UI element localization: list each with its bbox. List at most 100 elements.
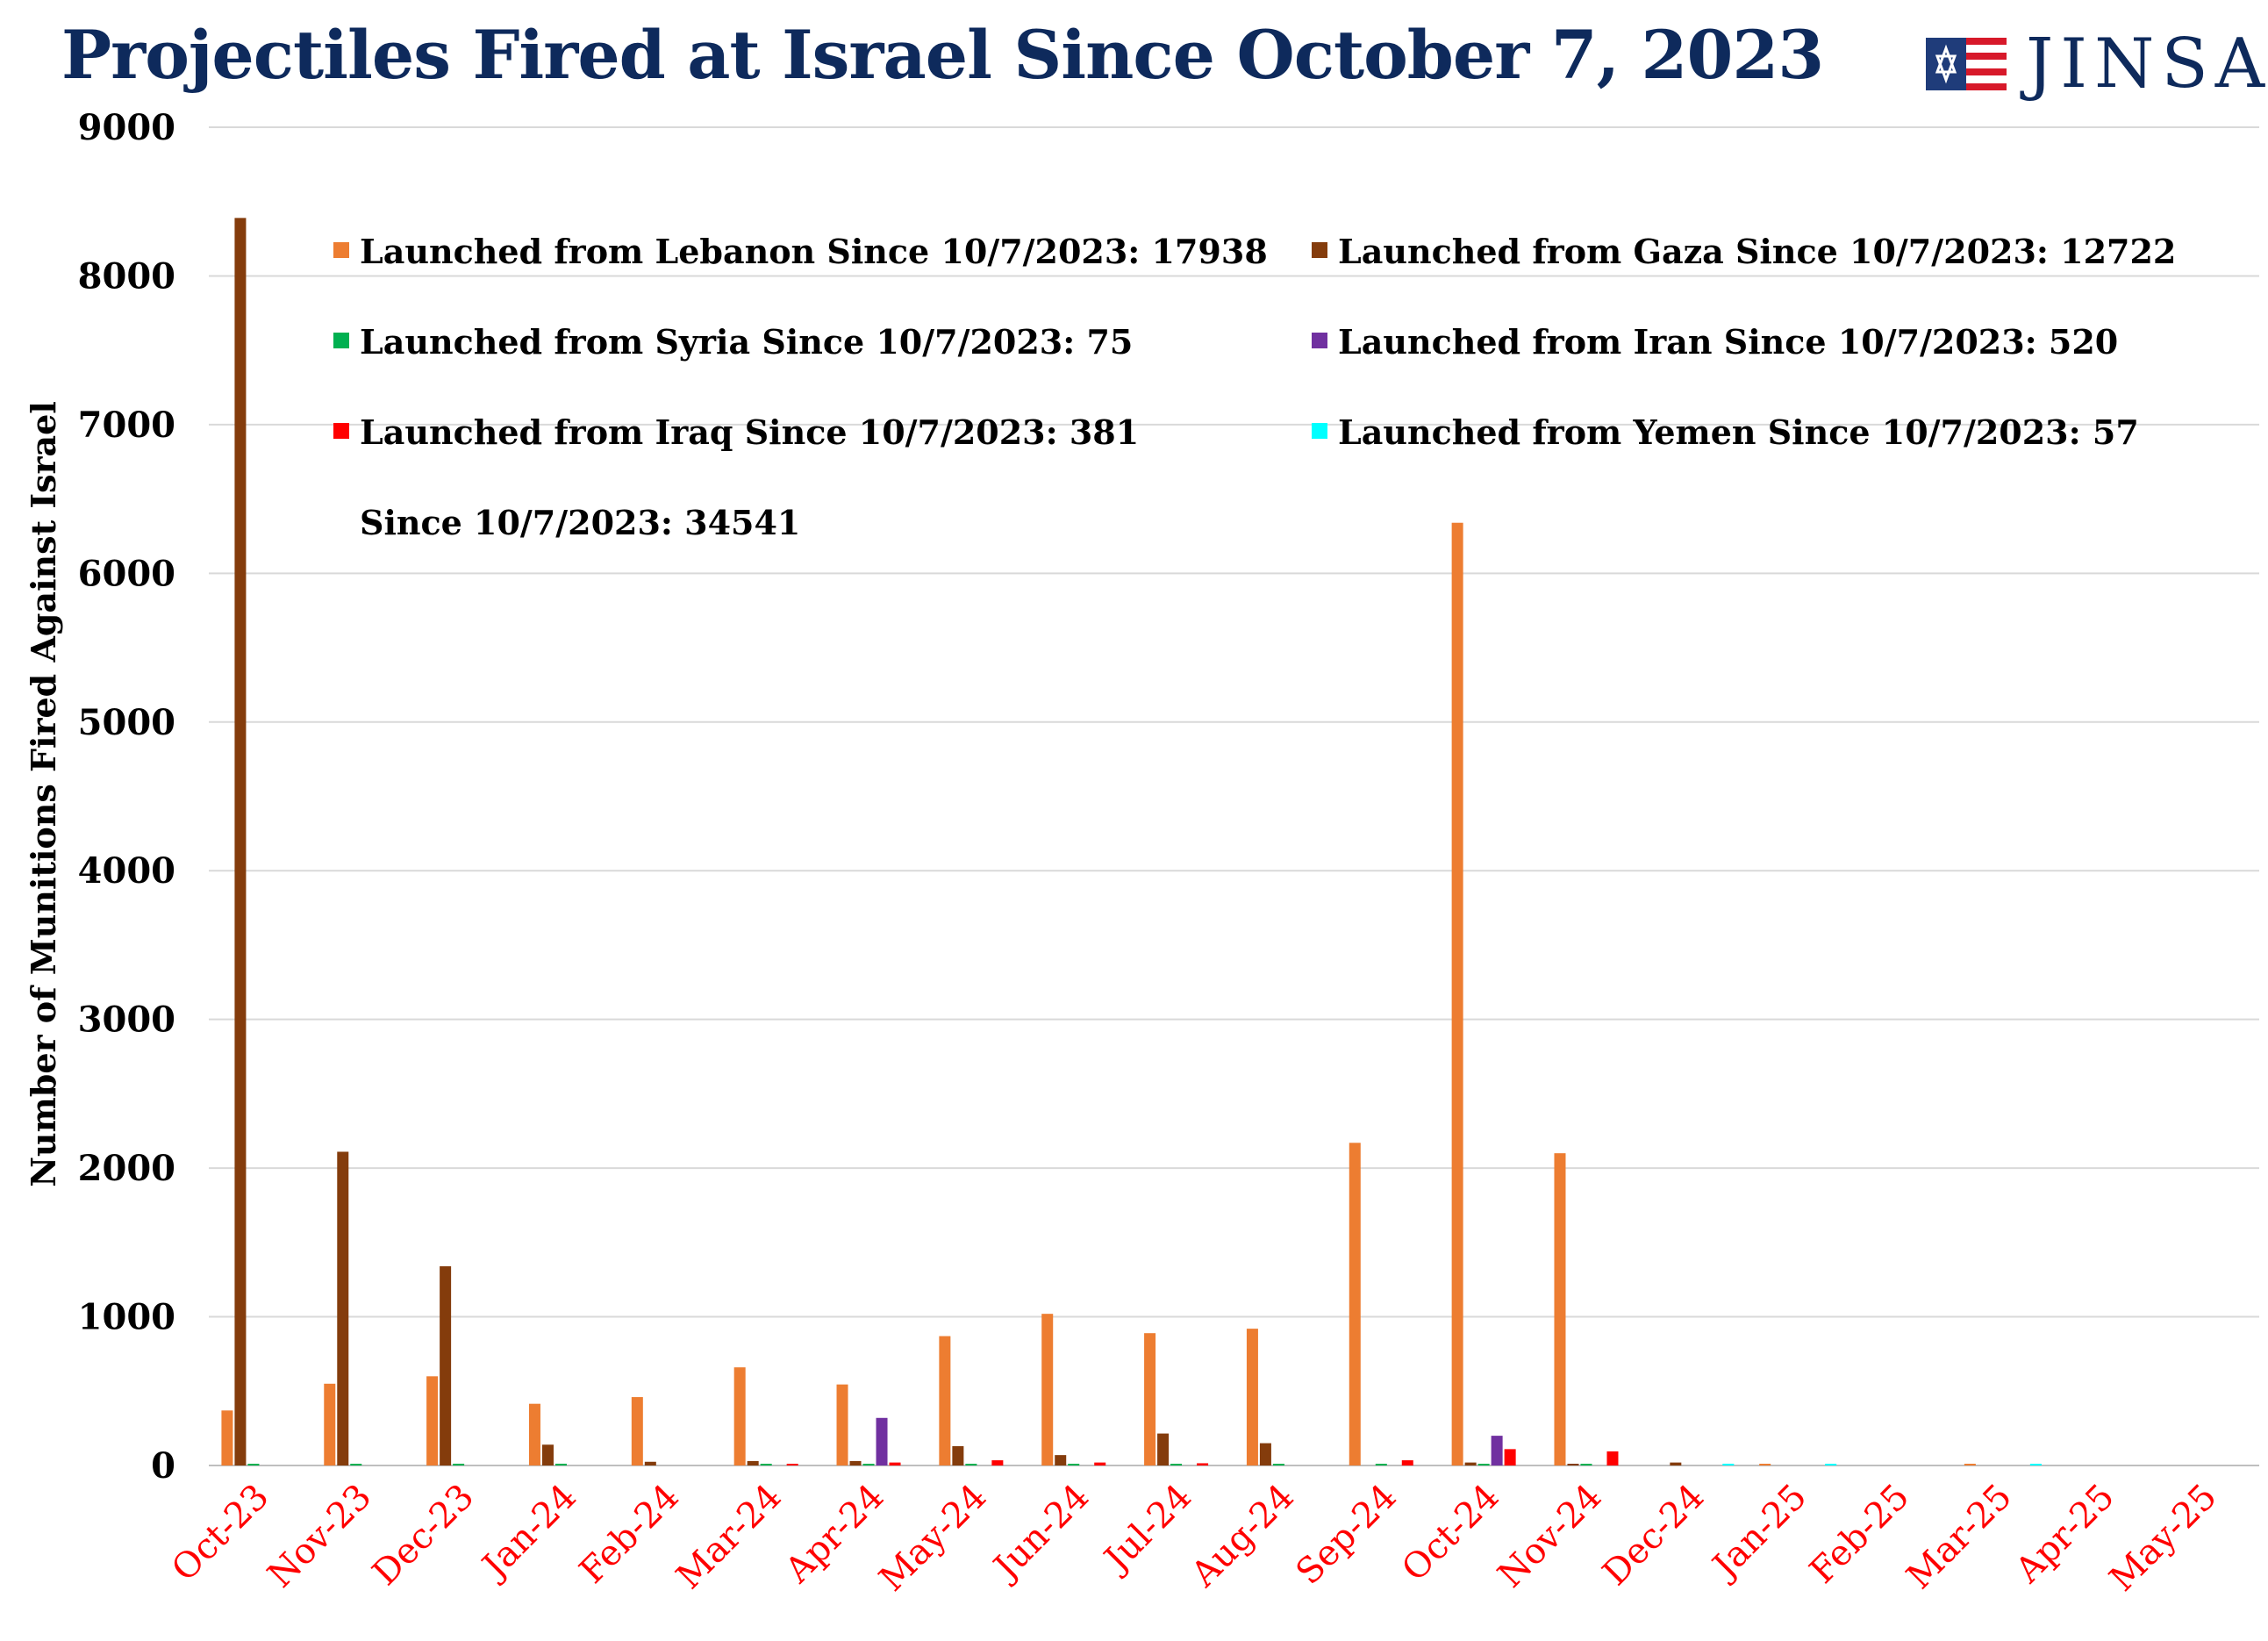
bar-lebanon [1451, 522, 1463, 1466]
x-tick-label: Sep-24 [1289, 1477, 1405, 1593]
legend-label-gaza: Launched from Gaza Since 10/7/2023: 1272… [1338, 232, 2176, 271]
bar-yemen [1722, 1463, 1735, 1465]
bar-iraq [786, 1464, 798, 1465]
y-axis-title: Number of Munitions Fired Against Israel [24, 401, 63, 1187]
x-tick-label: Jun-24 [984, 1477, 1098, 1590]
x-tick-label: Jan-25 [1703, 1477, 1814, 1588]
bar-lebanon [221, 1410, 233, 1465]
legend-label-yemen: Launched from Yemen Since 10/7/2023: 57 [1338, 412, 2139, 452]
x-tick-label: Aug-24 [1183, 1477, 1302, 1596]
x-tick-label: Mar-25 [1900, 1477, 2020, 1597]
bar-syria [1375, 1464, 1387, 1465]
legend-swatch-yemen [1312, 423, 1327, 439]
legend-label-iraq: Launched from Iraq Since 10/7/2023: 381 [360, 412, 1139, 452]
bar-lebanon [1349, 1143, 1361, 1465]
x-tick-label: Oct-23 [164, 1477, 276, 1589]
x-axis-ticks: Oct-23Nov-23Dec-23Jan-24Feb-24Mar-24Apr-… [164, 1477, 2225, 1600]
bar-iraq [1401, 1460, 1413, 1465]
bars [221, 218, 2042, 1466]
x-tick-label: Feb-25 [1802, 1477, 1917, 1592]
x-tick-label: Nov-24 [1491, 1477, 1610, 1596]
bar-iran [1491, 1436, 1503, 1465]
bar-lebanon [528, 1403, 540, 1465]
bar-lebanon [1759, 1464, 1771, 1465]
legend-swatch-lebanon [333, 242, 349, 258]
bar-gaza [747, 1460, 759, 1465]
x-tick-label: Nov-23 [261, 1477, 380, 1596]
x-tick-label: Oct-24 [1394, 1477, 1506, 1589]
logo-text: JINSA [2026, 25, 2268, 104]
bar-syria [1477, 1464, 1490, 1465]
bar-syria [1272, 1464, 1284, 1465]
legend-swatch-iraq [333, 423, 349, 439]
bar-syria [1068, 1464, 1080, 1465]
y-tick-label: 8000 [78, 255, 175, 297]
bar-gaza [952, 1445, 964, 1465]
legend: Launched from Lebanon Since 10/7/2023: 1… [333, 232, 2176, 542]
bar-syria [862, 1464, 875, 1465]
bar-gaza [644, 1461, 656, 1465]
bar-iraq [889, 1462, 901, 1465]
x-tick-label: Dec-24 [1595, 1477, 1712, 1594]
bar-lebanon [631, 1397, 643, 1465]
x-tick-label: May-24 [872, 1477, 995, 1600]
y-tick-label: 1000 [78, 1297, 175, 1338]
bar-iraq [1606, 1451, 1619, 1465]
y-tick-label: 5000 [78, 702, 175, 743]
bar-syria [1170, 1464, 1183, 1465]
legend-label-syria: Launched from Syria Since 10/7/2023: 75 [360, 322, 1133, 362]
bar-gaza [1464, 1462, 1477, 1465]
legend-swatch-iran [1312, 333, 1327, 348]
bar-gaza [1055, 1455, 1067, 1465]
bar-gaza [541, 1444, 554, 1465]
legend-label-iran: Launched from Iran Since 10/7/2023: 520 [1338, 322, 2118, 362]
gridlines [209, 126, 2259, 1466]
y-tick-label: 9000 [78, 107, 175, 148]
bar-yemen [1825, 1464, 1837, 1465]
bar-gaza [849, 1460, 862, 1465]
bar-yemen [2029, 1464, 2042, 1465]
bar-gaza [1567, 1464, 1579, 1465]
bar-lebanon [426, 1376, 439, 1465]
bar-syria [554, 1463, 567, 1465]
x-tick-label: Jan-24 [473, 1477, 584, 1588]
bar-syria [453, 1463, 465, 1465]
bar-iraq [991, 1460, 1004, 1465]
y-axis-ticks: 0 1000 2000 3000 4000 5000 6000 7000 8000 9000 [78, 107, 175, 1487]
flag-star-icon [1926, 38, 2007, 90]
bar-lebanon [1964, 1464, 1976, 1465]
bar-lebanon [733, 1367, 746, 1465]
bar-gaza [440, 1265, 452, 1465]
bar-lebanon [836, 1384, 848, 1465]
x-tick-label: May-25 [2102, 1477, 2225, 1600]
chart-title: Projectiles Fired at Israel Since Octobe… [61, 16, 1824, 94]
bar-iraq [1504, 1449, 1516, 1465]
y-tick-label: 2000 [78, 1148, 175, 1189]
bar-iraq [1197, 1463, 1209, 1465]
bar-gaza [337, 1151, 349, 1465]
bar-syria [247, 1464, 260, 1465]
bar-gaza [1670, 1462, 1682, 1465]
x-tick-label: Feb-24 [572, 1477, 687, 1592]
y-tick-label: 0 [151, 1445, 175, 1487]
y-tick-label: 4000 [78, 850, 175, 892]
legend-label-lebanon: Launched from Lebanon Since 10/7/2023: 1… [360, 232, 1268, 271]
jinsa-logo: JINSA [1926, 25, 2268, 104]
bar-lebanon [324, 1383, 336, 1465]
bar-lebanon [1246, 1329, 1258, 1465]
bar-syria [965, 1464, 977, 1465]
legend-swatch-syria [333, 333, 349, 348]
y-tick-label: 6000 [78, 553, 175, 594]
bar-lebanon [1144, 1333, 1156, 1465]
bar-syria [1580, 1464, 1592, 1465]
bar-gaza [234, 218, 247, 1466]
bar-gaza [1259, 1443, 1271, 1465]
bar-iran [876, 1417, 888, 1465]
legend-total-note: Since 10/7/2023: 34541 [360, 503, 800, 542]
legend-swatch-gaza [1312, 242, 1327, 258]
y-tick-label: 7000 [78, 405, 175, 446]
bar-gaza [1157, 1433, 1170, 1465]
bar-lebanon [1041, 1314, 1054, 1465]
bar-iraq [1094, 1462, 1106, 1465]
